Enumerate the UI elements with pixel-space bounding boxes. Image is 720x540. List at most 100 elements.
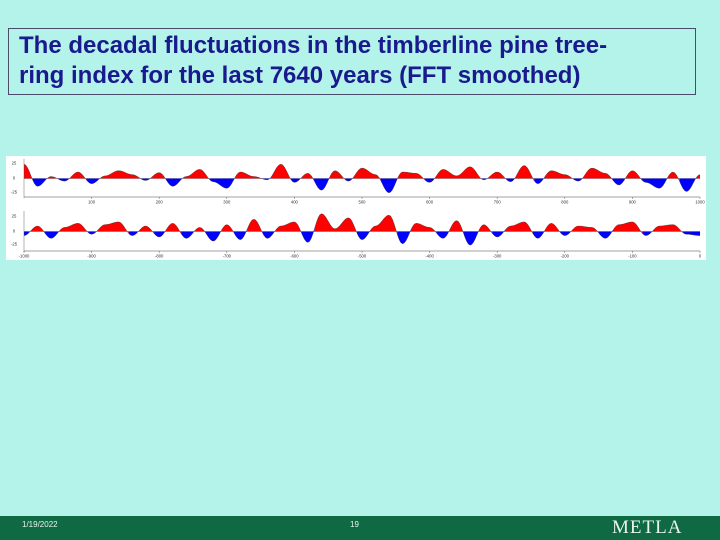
x-tick-label-bottom: -300 (493, 254, 502, 259)
metla-logo: METLA (612, 517, 683, 538)
negative-area-top (209, 177, 236, 189)
negative-area-bottom (532, 230, 545, 239)
negative-area-bottom (181, 230, 195, 239)
slide-title: The decadal fluctuations in the timberli… (19, 32, 608, 89)
positive-area-bottom (59, 223, 89, 233)
positive-area-bottom (314, 213, 357, 233)
x-tick-label-top: 100 (88, 200, 96, 205)
negative-area-bottom (598, 228, 614, 239)
x-tick-label-top: 800 (561, 200, 569, 205)
positive-area-top (69, 172, 87, 181)
positive-area-top (329, 170, 346, 180)
positive-area-bottom (478, 224, 493, 234)
positive-area-bottom (652, 224, 684, 233)
negative-area-bottom (154, 230, 166, 237)
negative-area-top (612, 177, 626, 185)
negative-area-bottom (204, 229, 222, 242)
negative-area-top (573, 177, 584, 182)
x-tick-label-bottom: -900 (87, 254, 96, 259)
x-tick-label-bottom: 0 (699, 254, 702, 259)
negative-area-bottom (463, 230, 479, 246)
positive-area-top (270, 164, 292, 180)
positive-area-top (353, 168, 381, 181)
positive-area-bottom (613, 221, 643, 234)
negative-area-bottom (128, 230, 139, 236)
y-tick-label-top: 0 (13, 176, 16, 181)
negative-area-bottom (683, 231, 700, 236)
positive-area-bottom (544, 223, 560, 232)
positive-area-top (235, 172, 263, 179)
negative-area-top (86, 178, 101, 184)
negative-area-top (312, 176, 330, 191)
title-box: The decadal fluctuations in the timberli… (8, 28, 696, 95)
x-tick-label-top: 300 (223, 200, 231, 205)
positive-area-bottom (411, 223, 437, 233)
y-tick-label-bottom: -25 (11, 242, 18, 247)
negative-area-bottom (397, 229, 412, 244)
positive-area-top (583, 168, 613, 180)
positive-area-bottom (370, 215, 398, 235)
positive-area-top (434, 166, 482, 180)
x-tick-label-top: 1000 (695, 200, 705, 205)
negative-area-top (640, 177, 668, 189)
x-tick-label-top: 900 (629, 200, 637, 205)
x-tick-label-bottom: -800 (155, 254, 164, 259)
negative-area-top (345, 177, 354, 182)
positive-area-top (544, 170, 574, 180)
positive-area-top (488, 172, 506, 179)
x-tick-label-bottom: -1000 (19, 254, 30, 259)
negative-area-bottom (492, 229, 506, 237)
x-tick-label-top: 500 (359, 200, 367, 205)
negative-area-bottom (24, 230, 31, 236)
negative-area-top (679, 177, 697, 192)
positive-area-top (100, 170, 141, 179)
x-tick-label-top: 400 (291, 200, 299, 205)
negative-area-bottom (436, 229, 450, 239)
negative-area-bottom (262, 229, 276, 239)
negative-area-top (291, 177, 302, 183)
series-line-bottom (23, 213, 701, 246)
footer-bar: 1/19/2022 19 METLA (0, 516, 720, 540)
positive-area-top (47, 176, 58, 179)
negative-area-top (534, 177, 545, 184)
positive-area-top (397, 172, 425, 180)
positive-area-bottom (505, 221, 533, 234)
negative-area-bottom (44, 230, 60, 239)
positive-area-bottom (138, 226, 155, 234)
negative-area-bottom (233, 229, 248, 240)
x-tick-label-top: 600 (426, 200, 434, 205)
positive-area-top (625, 170, 641, 179)
x-tick-label-bottom: -500 (358, 254, 367, 259)
y-tick-label-top: 25 (12, 161, 17, 166)
positive-area-top (24, 164, 33, 180)
negative-area-bottom (559, 230, 572, 236)
positive-area-top (515, 165, 535, 182)
positive-area-top (182, 169, 210, 180)
negative-area-bottom (88, 231, 97, 235)
tree-ring-chart: 100 200 300 400 500 600 700 800 900 1000 25 0 -25 -10… (11, 159, 705, 259)
negative-area-top (165, 177, 183, 187)
slide-number: 19 (350, 520, 359, 529)
positive-area-bottom (247, 219, 263, 233)
positive-area-bottom (221, 224, 234, 233)
negative-area-bottom (642, 230, 653, 236)
negative-area-bottom (356, 230, 371, 240)
positive-area-top (696, 174, 700, 179)
tree-ring-chart-panel: 100 200 300 400 500 600 700 800 900 1000 25 0 -25 -10… (6, 156, 706, 260)
footer-date: 1/19/2022 (22, 520, 58, 529)
positive-area-bottom (165, 223, 182, 234)
positive-area-top (667, 172, 680, 182)
negative-area-top (32, 177, 48, 187)
x-tick-label-top: 700 (494, 200, 502, 205)
positive-area-bottom (30, 226, 45, 233)
x-tick-label-bottom: -200 (561, 254, 570, 259)
positive-area-bottom (571, 226, 599, 233)
y-tick-label-bottom: 25 (12, 214, 17, 219)
x-tick-label-bottom: -400 (425, 254, 434, 259)
series-line-top (23, 163, 701, 194)
positive-area-bottom (275, 221, 302, 233)
negative-area-top (505, 176, 516, 182)
x-tick-label-top: 200 (156, 200, 164, 205)
y-tick-label-top: -25 (11, 190, 18, 195)
x-tick-label-bottom: -600 (290, 254, 299, 259)
